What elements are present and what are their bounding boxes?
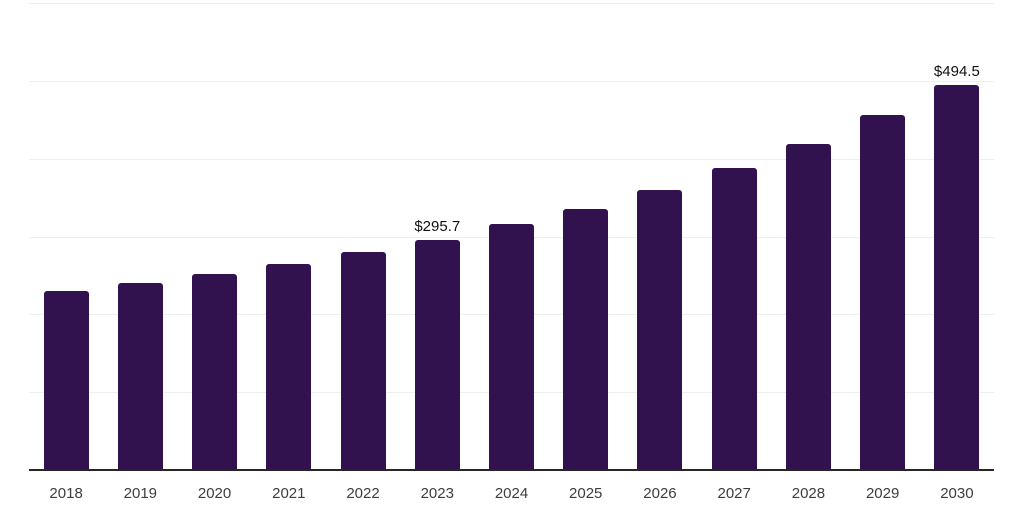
x-tick-label-2029: 2029 [865,485,900,502]
data-label-2030: $494.5 [933,63,980,80]
bar-2023 [415,240,460,470]
bar-2024 [489,224,534,470]
x-tick-label-2030: 2030 [940,485,974,502]
bar-2030 [934,85,979,470]
x-tick-label-2028: 2028 [791,485,826,502]
bar-2027 [712,168,757,470]
bar-2029 [860,115,905,470]
bar-2026 [637,190,682,470]
bar-2021 [266,264,311,470]
x-tick-label-2025: 2025 [569,485,603,502]
gridline-500 [29,81,994,82]
x-tick-label-2020: 2020 [197,485,232,502]
bar-2022 [341,252,386,470]
bar-2025 [563,209,608,470]
x-tick-label-2023: 2023 [420,485,454,502]
x-tick-label-2022: 2022 [346,485,380,502]
x-tick-label-2027: 2027 [717,485,751,502]
x-tick-label-2024: 2024 [494,485,529,502]
bar-2018 [44,291,89,470]
x-tick-label-2021: 2021 [272,485,306,502]
x-tick-label-2019: 2019 [123,485,158,502]
gridline-600 [29,3,994,4]
x-tick-label-2026: 2026 [643,485,677,502]
bar-2019 [118,283,163,470]
bar-2028 [786,144,831,470]
gridline-400 [29,159,994,160]
bar-2020 [192,274,237,470]
data-label-2023: $295.7 [414,218,461,235]
x-axis-line [29,469,994,471]
x-tick-label-2018: 2018 [49,485,83,502]
